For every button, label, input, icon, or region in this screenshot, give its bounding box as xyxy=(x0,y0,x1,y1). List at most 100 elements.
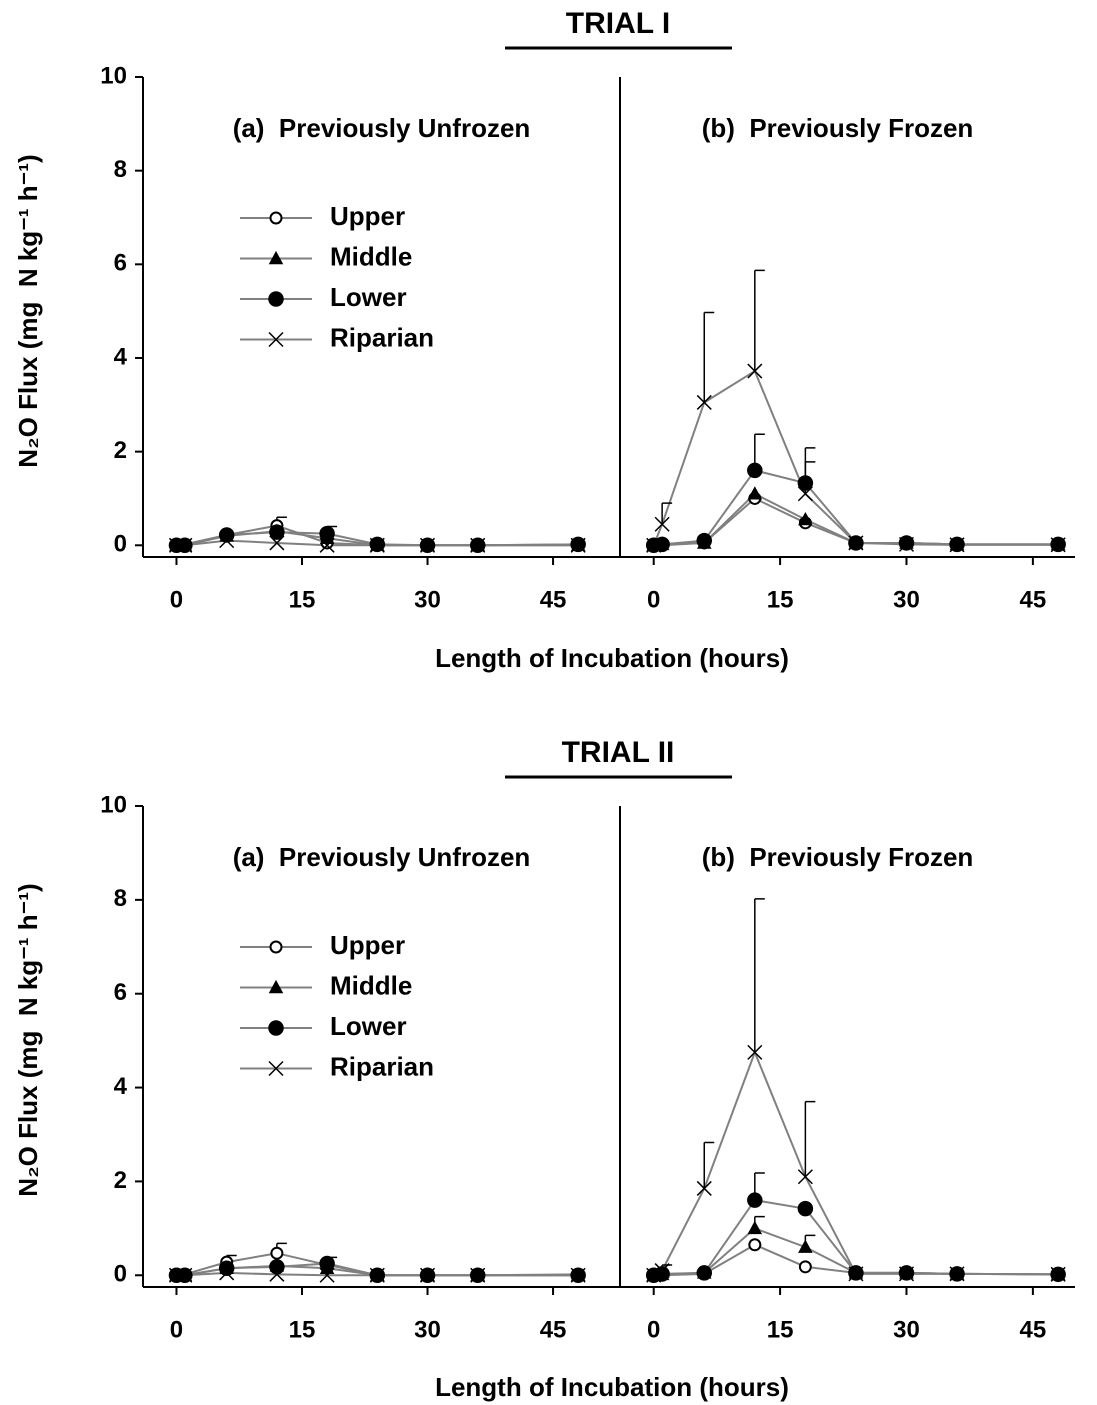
y-tick-label: 4 xyxy=(114,343,128,370)
marker xyxy=(747,1192,763,1208)
series-line xyxy=(652,369,1059,546)
marker xyxy=(696,394,712,410)
panel-label: (b) Previously Frozen xyxy=(702,113,974,143)
legend-marker xyxy=(268,979,284,994)
marker xyxy=(570,537,586,553)
marker xyxy=(1050,537,1066,553)
error-bar xyxy=(703,311,715,403)
x-tick-label: 15 xyxy=(289,1316,316,1343)
marker xyxy=(748,1238,762,1252)
error-bar xyxy=(661,502,673,525)
y-tick-label: 8 xyxy=(114,156,127,183)
y-tick-label: 6 xyxy=(114,250,127,277)
marker xyxy=(470,1267,486,1283)
x-tick-label: 15 xyxy=(767,1316,794,1343)
x-tick-label: 15 xyxy=(289,586,316,613)
x-tick-label: 0 xyxy=(170,586,183,613)
legend-marker xyxy=(268,291,284,307)
marker xyxy=(797,475,814,491)
error-bar xyxy=(804,1100,816,1177)
marker xyxy=(747,363,763,379)
chart-title: TRIAL I xyxy=(566,7,670,40)
marker xyxy=(269,1266,285,1282)
marker xyxy=(218,527,235,543)
marker xyxy=(319,525,335,542)
y-tick-label: 10 xyxy=(100,791,127,818)
panel-label: (a) Previously Unfrozen xyxy=(233,842,531,872)
x-axis-label: Length of Incubation (hours) xyxy=(435,1372,789,1402)
chart-title: TRIAL II xyxy=(562,736,675,769)
y-tick-label: 2 xyxy=(114,437,127,464)
marker xyxy=(219,1265,235,1281)
y-tick-label: 2 xyxy=(114,1167,127,1194)
marker xyxy=(696,532,713,549)
legend-label: Lower xyxy=(330,1011,407,1041)
x-tick-label: 45 xyxy=(540,586,567,613)
legend-marker xyxy=(268,250,284,265)
marker xyxy=(269,535,285,551)
marker xyxy=(419,1267,436,1283)
x-tick-label: 30 xyxy=(414,1316,441,1343)
y-axis-label: N₂O Flux (mg N kg⁻¹ h⁻¹) xyxy=(13,154,43,467)
marker xyxy=(570,1267,586,1283)
marker xyxy=(848,535,864,551)
marker xyxy=(747,1044,763,1060)
legend-marker xyxy=(269,211,283,225)
marker xyxy=(177,537,193,553)
marker xyxy=(848,1266,864,1282)
marker xyxy=(747,1220,763,1235)
x-tick-label: 15 xyxy=(767,586,794,613)
panel-label: (b) Previously Frozen xyxy=(702,842,974,872)
marker xyxy=(177,1267,193,1283)
x-tick-label: 0 xyxy=(647,586,660,613)
error-bar xyxy=(754,269,765,372)
x-tick-label: 0 xyxy=(170,1316,183,1343)
marker xyxy=(470,537,486,553)
marker xyxy=(798,1260,812,1274)
marker xyxy=(1050,1266,1066,1282)
legend-label: Middle xyxy=(330,241,412,271)
marker xyxy=(747,486,763,500)
y-tick-label: 0 xyxy=(114,531,127,558)
y-tick-label: 4 xyxy=(114,1073,128,1100)
marker xyxy=(797,1200,814,1217)
marker xyxy=(319,537,335,553)
marker xyxy=(219,533,235,549)
x-tick-label: 30 xyxy=(893,586,920,613)
legend-label: Middle xyxy=(330,970,412,1000)
legend-label: Upper xyxy=(330,930,405,960)
x-tick-label: 30 xyxy=(893,1316,920,1343)
y-tick-label: 6 xyxy=(114,979,127,1006)
x-axis-label: Length of Incubation (hours) xyxy=(435,643,789,673)
marker xyxy=(270,1246,284,1260)
legend-label: Riparian xyxy=(330,322,434,352)
marker xyxy=(898,1266,915,1282)
x-tick-label: 45 xyxy=(1020,586,1047,613)
x-tick-label: 0 xyxy=(647,1316,660,1343)
marker xyxy=(898,535,915,551)
marker xyxy=(269,1259,285,1275)
marker xyxy=(319,1267,335,1283)
error-bar xyxy=(703,1141,715,1189)
marker xyxy=(646,1267,662,1283)
marker xyxy=(747,462,763,479)
legend-marker xyxy=(268,1020,284,1036)
y-tick-label: 8 xyxy=(114,885,127,912)
marker xyxy=(696,1265,713,1281)
panel-label: (a) Previously Unfrozen xyxy=(233,113,531,143)
legend-marker xyxy=(269,940,283,954)
marker xyxy=(369,1267,385,1283)
marker xyxy=(798,511,813,526)
legend-marker xyxy=(268,1060,284,1077)
x-tick-label: 30 xyxy=(414,586,441,613)
marker xyxy=(269,524,285,540)
series-line xyxy=(653,1049,1059,1277)
x-tick-label: 45 xyxy=(1020,1316,1047,1343)
y-axis-label: N₂O Flux (mg N kg⁻¹ h⁻¹) xyxy=(13,883,43,1196)
legend-label: Riparian xyxy=(330,1051,434,1081)
marker xyxy=(319,1255,335,1272)
marker xyxy=(898,536,915,552)
marker xyxy=(797,486,813,502)
marker xyxy=(696,1180,712,1196)
